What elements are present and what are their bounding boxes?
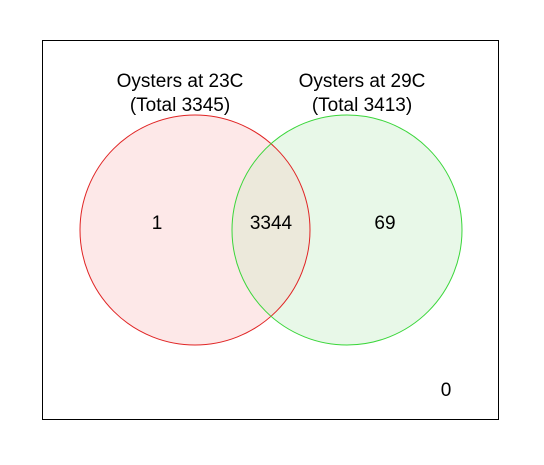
- set-29c-circle-outline: [231, 114, 463, 346]
- set-23c-circle-outline: [79, 114, 311, 346]
- both-count: 3344: [250, 213, 293, 234]
- set-29c-title: Oysters at 29C: [299, 71, 426, 92]
- set-23c-total: (Total 3345): [130, 95, 230, 116]
- only-23c-count: 1: [152, 213, 163, 234]
- set-29c-total: (Total 3413): [312, 95, 412, 116]
- set-23c-title: Oysters at 23C: [117, 71, 244, 92]
- only-29c-count: 69: [374, 213, 395, 234]
- overlap-region-fill: [232, 115, 310, 345]
- neither-count: 0: [441, 380, 452, 401]
